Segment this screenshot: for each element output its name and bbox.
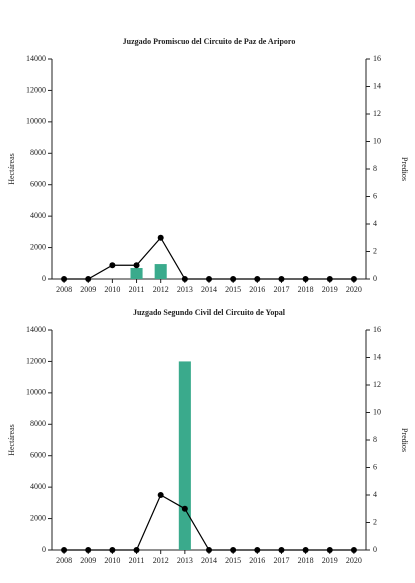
chart-title: Juzgado Segundo Civil del Circuito de Yo… xyxy=(133,308,286,317)
x-tick-label: 2012 xyxy=(153,285,169,294)
x-tick-label: 2020 xyxy=(346,285,362,294)
y-tick-label: 4000 xyxy=(30,482,46,491)
x-tick-label: 2015 xyxy=(225,285,241,294)
x-tick-label: 2020 xyxy=(346,556,362,565)
y2-axis-label: Predios xyxy=(400,157,409,181)
y2-tick-label: 10 xyxy=(373,407,381,416)
x-tick-label: 2011 xyxy=(129,285,145,294)
line xyxy=(64,236,354,280)
x-tick-label: 2013 xyxy=(177,285,193,294)
point xyxy=(109,262,116,269)
y2-tick-label: 16 xyxy=(373,54,381,63)
y2-tick-label: 0 xyxy=(373,545,377,554)
x-tick-label: 2014 xyxy=(201,556,217,565)
y2-axis-label: Predios xyxy=(400,428,409,452)
x-tick-label: 2019 xyxy=(322,556,338,565)
point xyxy=(206,276,212,282)
y2-tick-label: 10 xyxy=(373,136,381,145)
point xyxy=(230,547,237,553)
y2-tick-label: 16 xyxy=(373,325,381,334)
chart-title: Juzgado Promiscuo del Circuito de Paz de… xyxy=(123,37,296,46)
x-tick-label: 2015 xyxy=(225,556,241,565)
x-tick-label: 2009 xyxy=(80,556,96,565)
y-tick-label: 12000 xyxy=(26,85,46,94)
bar xyxy=(154,264,167,279)
y2-tick-label: 4 xyxy=(373,490,377,499)
point xyxy=(133,262,140,269)
y2-tick-label: 8 xyxy=(373,164,377,173)
y2-tick-label: 8 xyxy=(373,435,377,444)
y-tick-label: 14000 xyxy=(26,325,46,334)
y2-tick-label: 4 xyxy=(373,219,377,228)
y2-tick-label: 12 xyxy=(373,109,381,118)
x-tick-label: 2012 xyxy=(153,556,169,565)
x-tick-label: 2011 xyxy=(129,556,145,565)
point xyxy=(61,276,68,282)
x-tick-label: 2019 xyxy=(322,285,338,294)
point xyxy=(302,276,309,282)
x-tick-label: 2013 xyxy=(177,556,193,565)
x-tick-label: 2016 xyxy=(249,285,265,294)
x-tick-label: 2016 xyxy=(249,556,265,565)
point xyxy=(326,276,333,282)
point xyxy=(230,276,237,282)
x-tick-label: 2017 xyxy=(273,556,289,565)
point xyxy=(157,492,164,498)
point xyxy=(278,276,285,282)
y2-tick-label: 2 xyxy=(373,246,377,255)
y-tick-label: 0 xyxy=(42,545,46,554)
y2-tick-label: 14 xyxy=(373,352,381,361)
y-axis-label: Hectáreas xyxy=(7,153,16,185)
y-tick-label: 8000 xyxy=(30,148,46,157)
x-tick-label: 2018 xyxy=(298,285,314,294)
point xyxy=(85,276,92,282)
point xyxy=(133,547,140,553)
point xyxy=(181,276,188,282)
point xyxy=(326,547,333,553)
bar xyxy=(130,268,143,279)
x-tick-label: 2010 xyxy=(104,285,120,294)
point xyxy=(254,547,261,553)
y2-tick-label: 6 xyxy=(373,191,377,200)
y2-tick-label: 14 xyxy=(373,81,381,90)
point xyxy=(350,276,357,282)
line xyxy=(64,494,354,551)
x-tick-label: 2009 xyxy=(80,285,96,294)
y-tick-label: 6000 xyxy=(30,180,46,189)
y2-tick-label: 12 xyxy=(373,380,381,389)
x-tick-label: 2014 xyxy=(201,285,217,294)
bar xyxy=(178,361,191,550)
y-tick-label: 2000 xyxy=(30,513,46,522)
y-axis-label: Hectáreas xyxy=(7,424,16,456)
point xyxy=(278,547,285,553)
point xyxy=(85,547,92,553)
y2-tick-label: 2 xyxy=(373,517,377,526)
x-tick-label: 2018 xyxy=(298,556,314,565)
y-tick-label: 8000 xyxy=(30,419,46,428)
point xyxy=(181,505,188,512)
y2-tick-label: 0 xyxy=(373,274,377,283)
y-tick-label: 2000 xyxy=(30,242,46,251)
x-tick-label: 2008 xyxy=(56,285,72,294)
point xyxy=(109,547,116,553)
y-tick-label: 10000 xyxy=(26,388,46,397)
point xyxy=(254,276,261,282)
y-tick-label: 10000 xyxy=(26,117,46,126)
point xyxy=(350,547,357,553)
y-tick-label: 6000 xyxy=(30,451,46,460)
y-tick-label: 0 xyxy=(42,274,46,283)
x-tick-label: 2010 xyxy=(104,556,120,565)
y-tick-label: 12000 xyxy=(26,356,46,365)
point xyxy=(157,234,164,241)
point xyxy=(302,547,309,553)
y-tick-label: 4000 xyxy=(30,211,46,220)
y-tick-label: 14000 xyxy=(26,54,46,63)
x-tick-label: 2008 xyxy=(56,556,72,565)
x-tick-label: 2017 xyxy=(273,285,289,294)
y2-tick-label: 6 xyxy=(373,462,377,471)
point xyxy=(61,547,68,553)
point xyxy=(206,547,212,553)
